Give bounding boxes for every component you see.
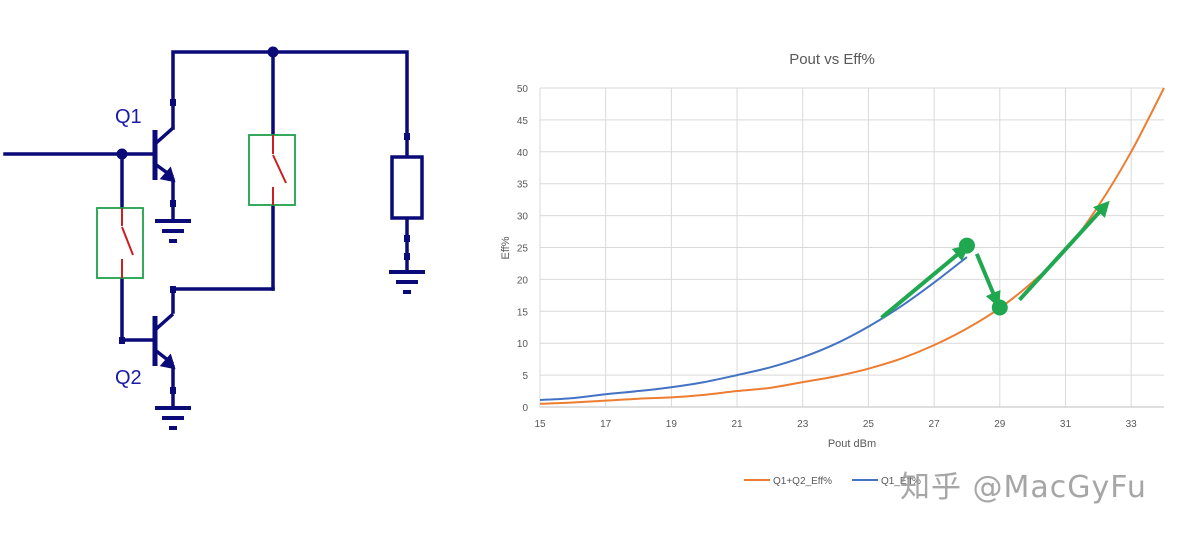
ground-icon: [155, 406, 191, 430]
y-tick-label: 20: [517, 275, 529, 286]
annotations: [880, 200, 1110, 320]
wires: [3, 50, 409, 408]
q2-label: Q2: [115, 367, 142, 389]
y-tick-label: 50: [517, 84, 529, 95]
x-tick-label: 19: [666, 419, 678, 430]
ground-icon: [155, 219, 191, 243]
y-tick-label: 30: [517, 212, 529, 223]
x-tick-label: 31: [1060, 419, 1072, 430]
y-tick-label: 5: [522, 371, 528, 382]
arrow-icon: [974, 253, 1001, 308]
gridlines: [539, 87, 1164, 408]
legend-label-q1q2: Q1+Q2_Eff%: [773, 476, 832, 487]
x-axis-label: Pout dBm: [828, 438, 876, 450]
watermark: 知乎 @MacGyFu: [900, 470, 1147, 505]
transistor-q1: [152, 126, 176, 183]
q1-label: Q1: [115, 106, 142, 128]
x-tick-label: 17: [600, 419, 612, 430]
y-tick-label: 25: [517, 244, 529, 255]
pin-markers: [119, 99, 410, 394]
y-tick-label: 45: [517, 116, 529, 127]
y-tick-label: 15: [517, 307, 529, 318]
chart-title: Pout vs Eff%: [789, 51, 875, 68]
load-resistor: [390, 155, 424, 220]
ground-icon: [389, 270, 425, 294]
y-axis-ticks: 0 5 10 15 20 25 30 35 40 45 50: [517, 84, 529, 414]
x-tick-label: 27: [929, 419, 941, 430]
transistor-q2: [152, 312, 176, 370]
arrow-icon: [880, 244, 970, 320]
marker-point: [991, 299, 1008, 316]
y-tick-label: 0: [522, 403, 528, 414]
x-tick-label: 21: [731, 419, 743, 430]
efficiency-chart: Pout vs Eff% 0 5 10 15 20 25 30 35 40 45 50 15 17 19…: [500, 51, 1165, 487]
y-tick-label: 40: [517, 148, 529, 159]
x-tick-label: 23: [797, 419, 809, 430]
x-tick-label: 25: [863, 419, 875, 430]
x-tick-label: 29: [994, 419, 1006, 430]
y-axis-label: Eff%: [500, 236, 512, 259]
x-tick-label: 33: [1126, 419, 1138, 430]
x-tick-label: 15: [534, 419, 546, 430]
x-axis-ticks: 15 17 19 21 23 25 27 29 31 33: [534, 419, 1137, 430]
legend-label-q1: Q1_Eff%: [881, 476, 921, 487]
switch-left: [96, 207, 144, 279]
circuit-schematic: Q1 Q2: [3, 46, 425, 430]
legend: Q1+Q2_Eff% Q1_Eff%: [744, 476, 921, 487]
y-tick-label: 35: [517, 180, 529, 191]
series-line-q1: [539, 256, 968, 401]
junction-dot: [116, 148, 128, 160]
y-tick-label: 10: [517, 339, 529, 350]
switch-middle: [248, 134, 296, 206]
arrow-icon: [1018, 200, 1110, 302]
junction-dot: [267, 46, 279, 58]
